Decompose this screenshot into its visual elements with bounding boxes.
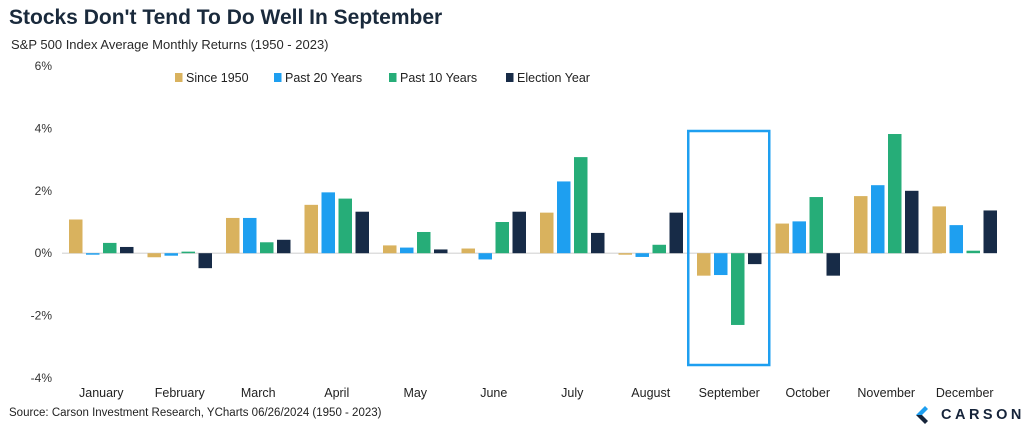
chart-subtitle: S&P 500 Index Average Monthly Returns (1… [11, 37, 329, 52]
bar-past-10-years [495, 222, 509, 254]
y-tick-label: 2% [35, 184, 53, 198]
bar-election-year [120, 246, 134, 254]
bar-since-1950 [383, 245, 397, 254]
chart-title: Stocks Don't Tend To Do Well In Septembe… [9, 6, 443, 29]
bar-past-20-years [557, 181, 571, 254]
bar-since-1950 [854, 196, 868, 254]
bar-past-10-years [966, 250, 980, 254]
bar-since-1950 [461, 248, 475, 254]
bar-election-year [983, 210, 997, 254]
bar-past-20-years [949, 225, 963, 254]
brand-name: CARSON [941, 407, 1024, 423]
bar-past-20-years [478, 253, 492, 260]
bar-past-20-years [321, 192, 335, 254]
bar-since-1950 [697, 253, 711, 276]
y-tick-label: 0% [35, 246, 53, 260]
bar-election-year [434, 249, 448, 254]
source-note: Source: Carson Investment Research, YCha… [9, 407, 382, 419]
bar-election-year [355, 211, 369, 254]
bar-election-year [669, 212, 683, 254]
bar-past-20-years [714, 253, 728, 276]
bar-past-20-years [871, 185, 885, 254]
carson-logo-icon [916, 406, 928, 424]
bar-past-20-years [86, 253, 100, 255]
x-tick-label: January [79, 386, 124, 400]
bar-past-20-years [243, 217, 257, 254]
x-tick-label: April [324, 386, 349, 400]
bar-election-year [826, 253, 840, 276]
legend-swatch [175, 73, 183, 82]
bar-past-20-years [164, 253, 178, 256]
bar-election-year [591, 232, 605, 254]
x-tick-label: September [699, 386, 760, 400]
legend-swatch [274, 73, 282, 82]
bar-since-1950 [618, 253, 632, 255]
bar-election-year [277, 239, 291, 254]
y-tick-label: -2% [31, 309, 53, 323]
legend-swatch [389, 73, 397, 82]
bar-election-year [198, 253, 212, 269]
x-tick-label: February [155, 386, 206, 400]
legend-label: Since 1950 [186, 71, 249, 85]
bar-since-1950 [147, 253, 161, 258]
y-tick-label: 4% [35, 121, 53, 135]
bar-past-10-years [181, 251, 195, 254]
x-tick-label: June [480, 386, 507, 400]
bar-past-10-years [574, 157, 588, 254]
bar-past-10-years [888, 134, 902, 254]
bar-since-1950 [540, 212, 554, 254]
brand-logo: CARSON [914, 404, 1024, 426]
y-tick-label: -4% [31, 371, 53, 385]
bar-election-year [905, 190, 919, 254]
september-highlight-box [687, 129, 771, 367]
bar-past-10-years [260, 242, 274, 254]
bar-since-1950 [226, 217, 240, 254]
x-tick-label: May [403, 386, 427, 400]
x-tick-label: October [786, 386, 830, 400]
y-tick-label: 6% [35, 59, 53, 73]
bar-past-20-years [635, 253, 649, 257]
legend-label: Past 10 Years [400, 71, 477, 85]
bar-past-20-years [400, 247, 414, 254]
bar-election-year [748, 253, 762, 265]
bar-since-1950 [775, 223, 789, 254]
bar-since-1950 [69, 219, 83, 254]
bar-past-10-years [338, 198, 352, 254]
bar-since-1950 [932, 206, 946, 254]
legend-label: Election Year [517, 71, 590, 85]
bar-past-10-years [809, 197, 823, 254]
bar-past-10-years [417, 231, 431, 254]
bar-past-10-years [103, 242, 117, 254]
x-tick-label: July [561, 386, 584, 400]
bar-election-year [512, 211, 526, 254]
bar-since-1950 [304, 204, 318, 254]
legend-label: Past 20 Years [285, 71, 362, 85]
legend-swatch [506, 73, 514, 82]
x-tick-label: August [631, 386, 670, 400]
x-tick-label: December [936, 386, 994, 400]
x-tick-label: November [857, 386, 915, 400]
bar-past-10-years [731, 253, 745, 325]
x-tick-label: March [241, 386, 276, 400]
bar-past-20-years [792, 221, 806, 254]
bar-past-10-years [652, 244, 666, 254]
